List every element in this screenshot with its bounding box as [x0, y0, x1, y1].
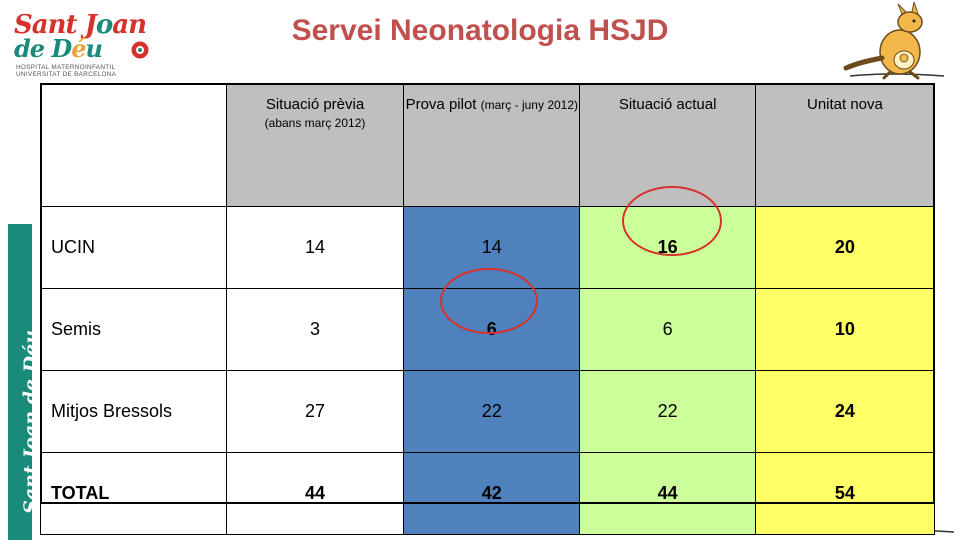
page-title: Servei Neonatologia HSJD [291, 14, 669, 47]
cell-previous: 27 [225, 370, 405, 453]
cell-new: 24 [754, 370, 936, 453]
row-label: Mitjos Bressols [40, 370, 227, 453]
cell-previous: 3 [225, 288, 405, 371]
table-header-row: Situació prèvia (abans març 2012) Prova … [40, 83, 936, 207]
cell-current: 6 [579, 288, 756, 371]
header-new-unit: Unitat nova [754, 83, 936, 207]
cell-previous: 14 [225, 206, 405, 289]
table-total-row: TOTAL 44 42 44 54 [40, 452, 936, 535]
kangaroo-mascot-icon [843, 2, 945, 80]
cell-new: 20 [754, 206, 936, 289]
row-label: UCIN [40, 206, 227, 289]
sidebar-brand-strip: Sant Joan de Déu [8, 224, 42, 540]
neonatology-table: Situació prèvia (abans març 2012) Prova … [40, 83, 936, 535]
cell-pilot: 42 [403, 452, 581, 535]
table-row: Mitjos Bressols 27 22 22 24 [40, 370, 936, 453]
logo-subtitle-2: UNIVERSITAT DE BARCELONA [16, 71, 117, 78]
logo-subtitle-1: HOSPITAL MATERNOINFANTIL [16, 64, 116, 71]
header-previous-situation: Situació prèvia (abans març 2012) [225, 83, 405, 207]
logo-line1: Sant Joan [14, 10, 147, 40]
logo-line2: de Déu [14, 34, 103, 63]
cell-previous: 44 [225, 452, 405, 535]
cell-current: 22 [579, 370, 756, 453]
cell-new: 54 [754, 452, 936, 535]
row-label: Semis [40, 288, 227, 371]
hospital-logo: Sant Joan de Déu HOSPITAL MATERNOINFANTI… [12, 10, 162, 78]
row-label-total: TOTAL [40, 452, 227, 535]
highlight-circle-semis-pilot [440, 268, 538, 334]
highlight-circle-ucin-current [622, 186, 722, 256]
header-pilot-test: Prova pilot (març - juny 2012) [403, 83, 581, 207]
header-empty-cell [40, 83, 227, 207]
seal-icon [131, 41, 149, 59]
cell-current: 44 [579, 452, 756, 535]
sidebar-brand-text: Sant Joan de Déu [20, 329, 42, 514]
cell-new: 10 [754, 288, 936, 371]
cell-pilot: 22 [403, 370, 581, 453]
